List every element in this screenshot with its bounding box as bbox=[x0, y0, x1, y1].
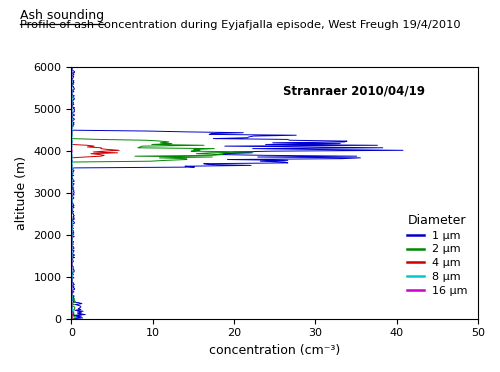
Y-axis label: altitude (m): altitude (m) bbox=[15, 156, 28, 230]
Legend: 1 μm, 2 μm, 4 μm, 8 μm, 16 μm: 1 μm, 2 μm, 4 μm, 8 μm, 16 μm bbox=[402, 209, 472, 301]
X-axis label: concentration (cm⁻³): concentration (cm⁻³) bbox=[209, 344, 340, 357]
Text: Ash sounding: Ash sounding bbox=[20, 9, 104, 22]
Text: Profile of ash concentration during Eyjafjalla episode, West Freugh 19/4/2010: Profile of ash concentration during Eyja… bbox=[20, 20, 460, 31]
Text: Stranraer 2010/04/19: Stranraer 2010/04/19 bbox=[283, 85, 425, 98]
